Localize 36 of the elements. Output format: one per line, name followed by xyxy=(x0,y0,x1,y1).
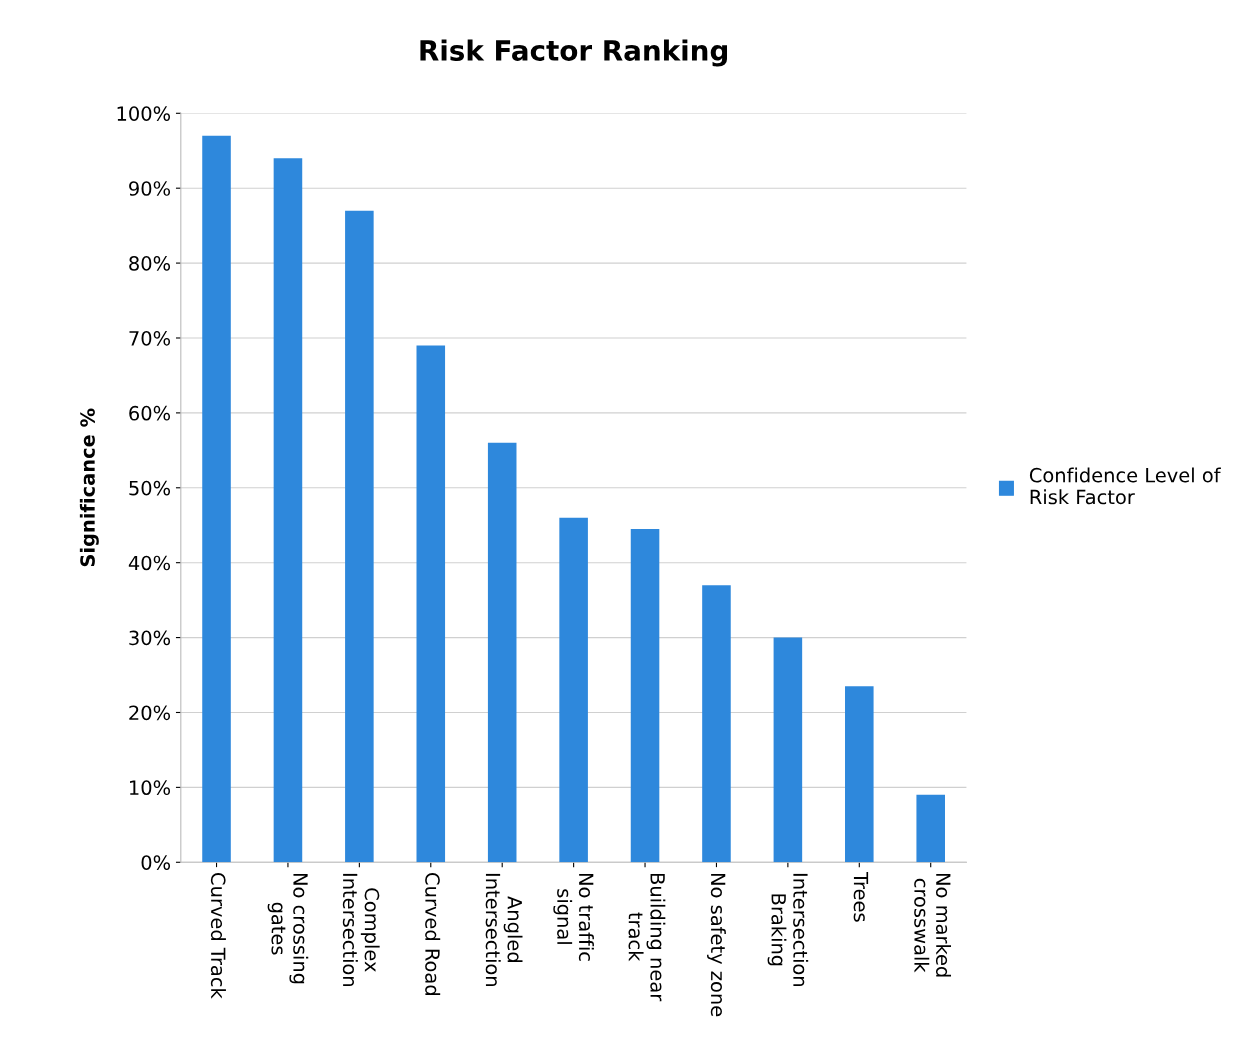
bar xyxy=(273,158,303,863)
x-tick-label: No safety zone xyxy=(707,873,726,1017)
bar xyxy=(345,210,374,863)
bar xyxy=(773,637,803,863)
y-tick-label: 80% xyxy=(129,256,171,271)
bar xyxy=(487,442,517,863)
legend-label: Confidence Level of Risk Factor xyxy=(1029,467,1221,505)
x-tick-label: Complex Intersection xyxy=(342,873,380,987)
chart-title: Risk Factor Ranking xyxy=(420,39,728,67)
y-tick-label: 0% xyxy=(141,855,171,870)
y-tick-label: 90% xyxy=(129,181,171,196)
x-tick-label: Trees xyxy=(853,871,869,922)
y-tick-label: 70% xyxy=(129,330,171,346)
y-tick-label: 100% xyxy=(117,106,171,121)
y-tick-label: 60% xyxy=(129,405,171,421)
bar xyxy=(702,585,731,863)
y-tick-label: 50% xyxy=(129,480,171,496)
x-tick-label: No crossing gates xyxy=(267,873,309,984)
bar xyxy=(202,135,231,863)
bar xyxy=(916,794,945,863)
bar xyxy=(845,686,874,863)
x-tick-label: Intersection Braking xyxy=(767,873,809,987)
bar xyxy=(559,517,588,863)
x-tick-label: No marked crosswalk xyxy=(914,873,952,977)
x-tick-label: Curved Road xyxy=(425,873,441,995)
y-axis-title: Significance % xyxy=(79,408,99,567)
x-tick-label: Angled Intersection xyxy=(485,873,523,987)
bar xyxy=(630,528,660,863)
x-tick-label: Building near track xyxy=(628,873,666,1002)
bar xyxy=(416,345,446,863)
x-tick-label: Curved Track xyxy=(210,873,226,999)
y-tick-label: 20% xyxy=(129,705,171,721)
y-tick-label: 40% xyxy=(128,555,171,571)
y-tick-label: 10% xyxy=(130,780,171,796)
x-tick-label: No traffic signal xyxy=(553,873,594,961)
y-tick-label: 30% xyxy=(129,630,171,646)
